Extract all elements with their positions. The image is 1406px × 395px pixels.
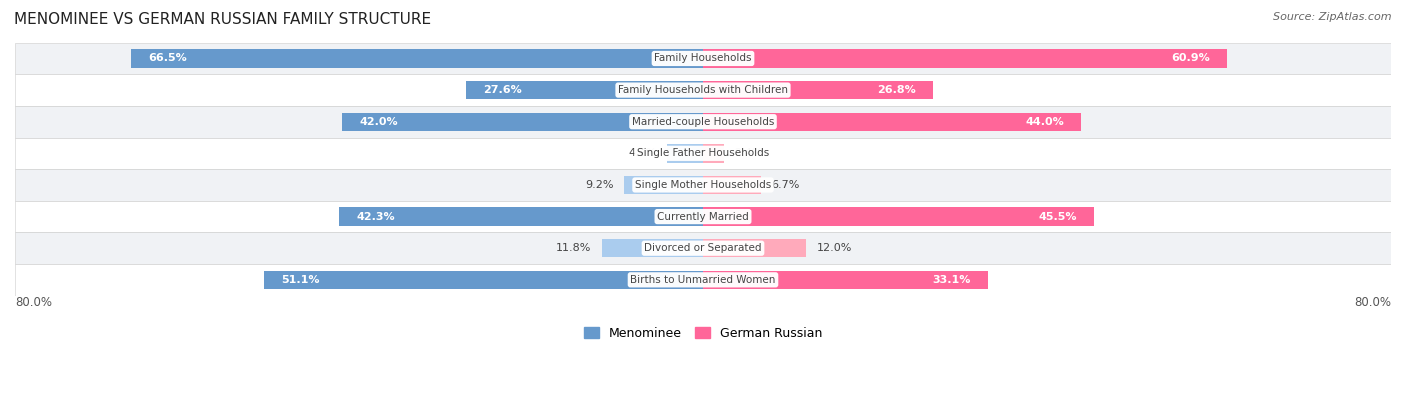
Text: 9.2%: 9.2% [585,180,613,190]
FancyBboxPatch shape [15,137,1391,169]
Text: 66.5%: 66.5% [148,53,187,64]
Bar [703,113,1081,131]
Text: Family Households with Children: Family Households with Children [619,85,787,95]
Bar [263,271,703,289]
Text: 44.0%: 44.0% [1025,117,1064,127]
Text: 80.0%: 80.0% [15,296,52,309]
Text: Single Mother Households: Single Mother Households [636,180,770,190]
Text: 42.0%: 42.0% [359,117,398,127]
Bar [703,271,987,289]
Text: 26.8%: 26.8% [877,85,917,95]
Bar [465,81,703,99]
Text: Married-couple Households: Married-couple Households [631,117,775,127]
Bar [703,176,761,194]
Text: Source: ZipAtlas.com: Source: ZipAtlas.com [1274,12,1392,22]
Text: 45.5%: 45.5% [1039,212,1077,222]
Bar [131,49,703,68]
Bar [703,81,934,99]
FancyBboxPatch shape [15,106,1391,137]
FancyBboxPatch shape [15,74,1391,106]
Text: 42.3%: 42.3% [356,212,395,222]
FancyBboxPatch shape [15,43,1391,74]
Text: 11.8%: 11.8% [555,243,591,253]
Text: Single Father Households: Single Father Households [637,149,769,158]
Text: 80.0%: 80.0% [1354,296,1391,309]
Bar [703,207,1094,226]
FancyBboxPatch shape [15,264,1391,295]
Bar [703,49,1227,68]
Text: Births to Unmarried Women: Births to Unmarried Women [630,275,776,285]
Bar [339,207,703,226]
Bar [666,144,703,162]
Text: MENOMINEE VS GERMAN RUSSIAN FAMILY STRUCTURE: MENOMINEE VS GERMAN RUSSIAN FAMILY STRUC… [14,12,432,27]
Bar [703,144,724,162]
Text: Currently Married: Currently Married [657,212,749,222]
Bar [624,176,703,194]
Text: 60.9%: 60.9% [1171,53,1209,64]
Text: 2.4%: 2.4% [734,149,762,158]
Text: 12.0%: 12.0% [817,243,852,253]
Text: 4.2%: 4.2% [628,149,657,158]
Bar [342,113,703,131]
FancyBboxPatch shape [15,201,1391,232]
Bar [703,239,806,258]
Text: Family Households: Family Households [654,53,752,64]
FancyBboxPatch shape [15,232,1391,264]
Text: 33.1%: 33.1% [932,275,970,285]
Text: 6.7%: 6.7% [770,180,800,190]
Text: 27.6%: 27.6% [482,85,522,95]
Legend: Menominee, German Russian: Menominee, German Russian [579,322,827,345]
Text: 51.1%: 51.1% [281,275,319,285]
FancyBboxPatch shape [15,169,1391,201]
Bar [602,239,703,258]
Text: Divorced or Separated: Divorced or Separated [644,243,762,253]
